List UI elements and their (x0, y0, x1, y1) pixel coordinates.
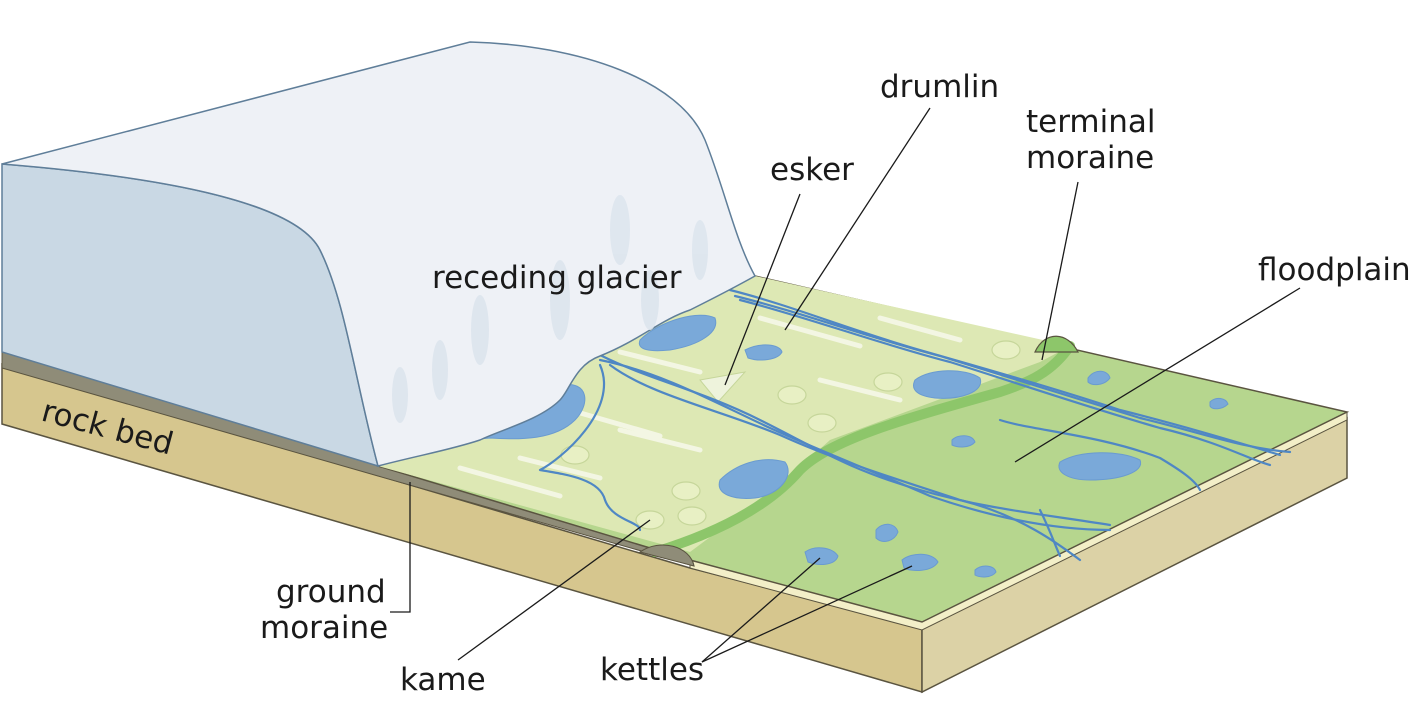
kettle-lake (1087, 370, 1111, 386)
glacier (1, 41, 757, 468)
terminal-moraine-bump (1034, 335, 1079, 353)
floodplain-label: floodplain (1258, 252, 1411, 288)
ground-moraine-leader (390, 482, 411, 613)
lake (1058, 452, 1142, 481)
drumlin-mound (807, 413, 837, 433)
glacier-top-surface (1, 41, 757, 467)
kettles-label: kettles (600, 652, 704, 688)
drumlin-mound (777, 385, 807, 405)
receding-glacier-label: receding glacier (432, 260, 682, 296)
kettle-lake (1209, 397, 1229, 410)
drumlin-mound (873, 372, 903, 392)
lake (744, 344, 783, 361)
drumlin-label: drumlin (880, 69, 999, 105)
drumlin-leader (784, 107, 931, 331)
drumlin-mound (991, 340, 1021, 360)
kame-leader (457, 519, 651, 661)
kettles-leader-2 (701, 565, 913, 663)
lake (718, 459, 789, 499)
kame-label: kame (400, 662, 486, 698)
front-edge-bump (638, 544, 695, 567)
kettles-leader-1 (701, 557, 821, 663)
ground-moraine-label-line1: ground (276, 574, 386, 610)
rock-bed-block (1, 351, 1348, 694)
ground-moraine-label-line2: moraine (260, 610, 388, 646)
leader-lines (390, 107, 1301, 663)
braided-streams (538, 288, 1292, 562)
terminal-moraine-leader (1041, 181, 1079, 361)
terminal-moraine-label-line1: terminal (1026, 104, 1156, 140)
esker-label: esker (770, 152, 854, 188)
ice-texture (392, 195, 708, 423)
floodplain-leader (1014, 287, 1301, 463)
drumlin-mound (560, 445, 590, 465)
terminal-moraine-label-line2: moraine (1026, 140, 1154, 176)
esker-leader (724, 193, 801, 386)
drumlin-mound (677, 506, 707, 526)
drumlin-streaks (457, 315, 963, 499)
esker-feature (699, 371, 747, 403)
kettle-lake (951, 435, 976, 448)
kettle-lake (875, 523, 899, 542)
kettle-lake (974, 565, 997, 578)
proglacial-lake (638, 314, 717, 352)
drumlin-mound (671, 481, 701, 501)
lake (913, 370, 982, 399)
